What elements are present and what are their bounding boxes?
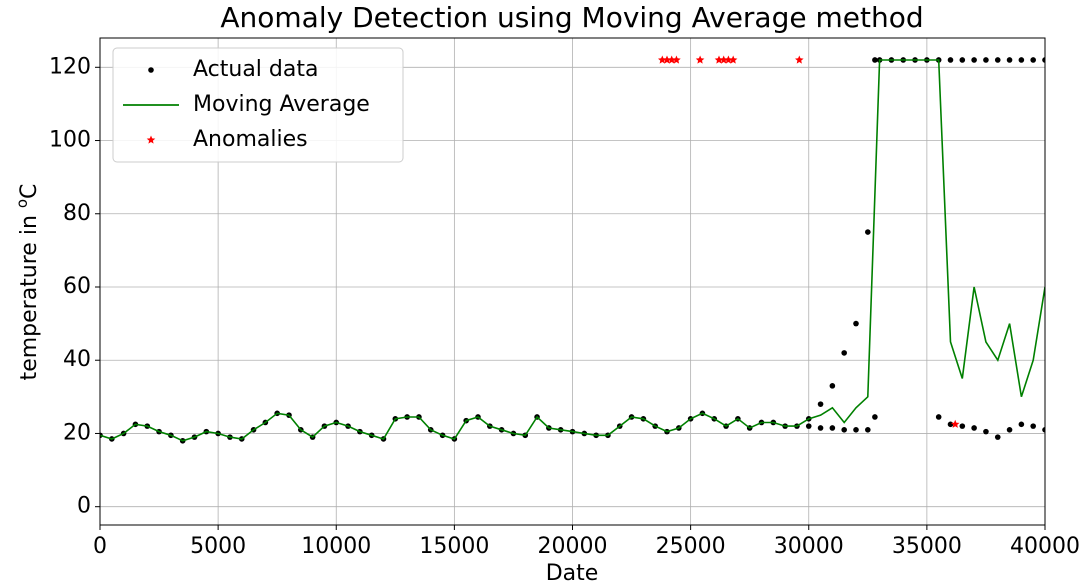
x-tick-label: 35000 <box>892 534 962 559</box>
data-point <box>1042 426 1045 433</box>
plot-area <box>100 55 1045 444</box>
data-point <box>994 434 1001 440</box>
anomaly-marker <box>724 55 733 64</box>
data-point <box>865 229 871 235</box>
x-tick-label: 20000 <box>538 534 608 559</box>
data-point <box>971 57 977 63</box>
data-point <box>872 57 878 63</box>
data-point <box>1042 57 1045 63</box>
y-tick-label: 60 <box>63 274 91 299</box>
data-point <box>959 57 966 63</box>
x-tick-label: 5000 <box>190 534 246 559</box>
anomaly-marker <box>728 55 738 64</box>
anomaly-marker <box>714 55 724 64</box>
data-point <box>959 423 966 429</box>
data-point <box>1018 57 1025 63</box>
data-point <box>872 414 878 420</box>
anomaly-marker <box>950 419 960 428</box>
x-tick-label: 30000 <box>774 534 844 559</box>
data-point <box>1006 57 1013 63</box>
y-label-sup: o <box>13 199 31 208</box>
y-label-unit: C <box>17 184 42 199</box>
legend-symbol <box>148 67 154 73</box>
data-point <box>865 426 871 433</box>
data-point <box>841 426 847 433</box>
data-point <box>841 350 847 356</box>
anomaly-marker <box>662 55 672 64</box>
data-point <box>853 320 859 327</box>
data-point <box>1030 423 1036 429</box>
data-point <box>829 383 836 389</box>
x-tick-label: 40000 <box>1010 534 1080 559</box>
x-tick-label: 10000 <box>301 534 371 559</box>
data-point <box>829 425 836 431</box>
x-tick-label: 15000 <box>419 534 489 559</box>
data-point <box>1030 57 1036 63</box>
plot-frame <box>99 37 1046 526</box>
anomaly-marker <box>795 55 804 64</box>
anomaly-marker <box>667 55 676 64</box>
legend-label: Actual data <box>193 57 318 82</box>
data-point <box>947 57 954 63</box>
y-label-text: temperature in <box>17 208 42 380</box>
data-point <box>994 57 1001 63</box>
legend-label: Moving Average <box>193 92 370 117</box>
x-tick-label: 25000 <box>656 534 726 559</box>
anomaly-marker <box>672 55 681 64</box>
y-tick-label: 120 <box>49 54 91 79</box>
legend-box <box>112 47 404 163</box>
x-tick-label: 0 <box>93 534 107 559</box>
chart-title: Anomaly Detection using Moving Average m… <box>220 1 923 34</box>
data-point <box>971 425 977 431</box>
y-tick-label: 80 <box>63 201 91 226</box>
data-point <box>817 425 824 431</box>
x-axis-label: Date <box>546 561 599 586</box>
y-tick-label: 20 <box>63 420 91 445</box>
y-tick-label: 100 <box>49 128 91 153</box>
legend-label: Anomalies <box>193 127 308 152</box>
data-point <box>805 423 812 429</box>
anomaly-marker <box>719 55 728 64</box>
legend-symbol <box>146 135 156 144</box>
data-point <box>983 428 989 435</box>
y-tick-label: 0 <box>77 494 91 519</box>
data-point <box>1006 426 1013 433</box>
data-point <box>947 421 954 428</box>
data-point <box>853 426 859 433</box>
data-point <box>935 414 942 420</box>
anomaly-marker <box>658 55 667 64</box>
anomaly-marker <box>695 55 705 64</box>
y-axis-label: temperature in oC <box>13 184 43 381</box>
data-point <box>817 401 824 407</box>
moving-average-line <box>100 59 1045 442</box>
data-point <box>1018 421 1025 428</box>
data-point <box>983 57 989 63</box>
y-tick-label: 40 <box>63 347 91 372</box>
